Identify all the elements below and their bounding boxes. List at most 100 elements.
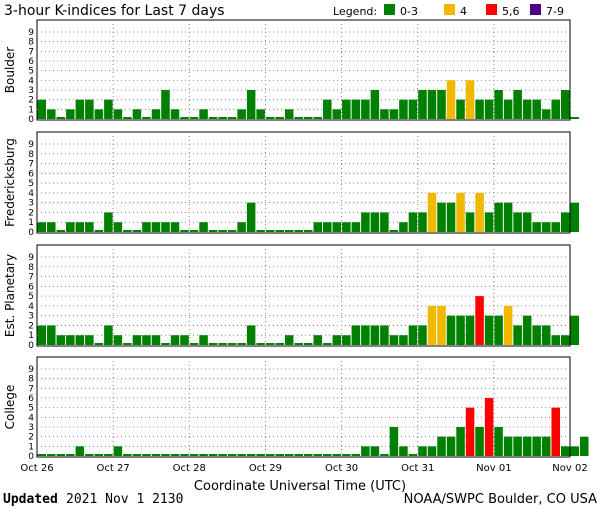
kindex-bar xyxy=(218,454,227,456)
y-tick-label: 2 xyxy=(28,433,34,443)
kindex-bar xyxy=(541,109,551,119)
kindex-bar xyxy=(66,109,75,119)
y-tick-label: 7 xyxy=(28,47,34,57)
kindex-bar xyxy=(208,117,218,119)
kindex-bar xyxy=(304,343,313,345)
kindex-bar xyxy=(418,325,427,345)
kindex-bar xyxy=(85,335,94,345)
kindex-bar xyxy=(446,202,456,232)
kindex-bar xyxy=(161,343,170,345)
kindex-bar xyxy=(399,335,408,345)
kindex-bar xyxy=(522,212,532,232)
kindex-bar xyxy=(570,202,580,232)
kindex-bar xyxy=(399,446,408,456)
kindex-bar xyxy=(275,454,284,456)
y-tick-label: 4 xyxy=(28,189,34,199)
kindex-bar xyxy=(294,230,303,232)
kindex-bar xyxy=(513,436,522,456)
kindex-bar xyxy=(208,230,218,232)
y-tick-label: 1 xyxy=(28,105,34,115)
kindex-bar xyxy=(418,90,427,119)
kindex-bar xyxy=(151,454,161,456)
kindex-bar xyxy=(313,222,323,232)
kindex-bar xyxy=(85,99,94,119)
kindex-bar xyxy=(161,222,170,232)
kindex-bar xyxy=(361,325,370,345)
kindex-bar xyxy=(113,222,123,232)
kindex-bar xyxy=(370,446,380,456)
kindex-bar xyxy=(151,109,161,119)
y-tick-label: 3 xyxy=(28,312,34,322)
kindex-bar xyxy=(570,446,580,456)
kindex-bar xyxy=(503,305,513,345)
legend-item-label: 0-3 xyxy=(400,5,418,18)
y-tick-label: 9 xyxy=(28,365,34,375)
kindex-bar xyxy=(456,427,465,456)
kindex-bar xyxy=(408,454,418,456)
kindex-bar xyxy=(113,446,123,456)
y-tick-label: 1 xyxy=(28,442,34,452)
panel-label: Boulder xyxy=(3,47,17,94)
y-tick-label: 3 xyxy=(28,86,34,96)
kindex-bar xyxy=(484,212,494,232)
kindex-bar xyxy=(332,109,342,119)
kindex-bar xyxy=(380,454,389,456)
y-tick-label: 3 xyxy=(28,199,34,209)
kindex-bar xyxy=(475,296,484,345)
kindex-bar xyxy=(132,230,142,232)
kindex-bar xyxy=(275,230,284,232)
kindex-bar xyxy=(113,335,123,345)
x-tick-label: Oct 31 xyxy=(401,463,434,474)
kindex-bar xyxy=(313,454,323,456)
x-tick-label: Nov 02 xyxy=(552,463,587,474)
kindex-bar xyxy=(170,109,180,119)
x-tick-label: Oct 29 xyxy=(249,463,282,474)
y-tick-label: 8 xyxy=(28,263,34,273)
y-tick-label: 2 xyxy=(28,321,34,331)
kindex-bar xyxy=(265,230,275,232)
legend-swatch xyxy=(486,4,497,15)
kindex-bar xyxy=(104,99,113,119)
kindex-bar xyxy=(180,230,189,232)
y-tick-label: 1 xyxy=(28,218,34,228)
kindex-bar xyxy=(532,436,541,456)
kindex-bar xyxy=(456,192,465,232)
kindex-bar xyxy=(475,192,484,232)
kindex-bar xyxy=(323,222,332,232)
kindex-bar xyxy=(246,90,256,119)
kindex-bar xyxy=(142,222,151,232)
kindex-bar xyxy=(427,90,437,119)
y-tick-label: 7 xyxy=(28,273,34,283)
kindex-bar xyxy=(551,407,560,456)
kindex-bar xyxy=(237,109,246,119)
kindex-bar xyxy=(85,222,94,232)
kindex-bar xyxy=(427,305,437,345)
legend-label: Legend: xyxy=(333,5,377,18)
kindex-bar xyxy=(170,222,180,232)
kindex-bar xyxy=(66,454,75,456)
kindex-bar xyxy=(389,427,399,456)
y-tick-label: 5 xyxy=(28,292,34,302)
kindex-bar xyxy=(380,212,389,232)
kindex-bar xyxy=(541,325,551,345)
kindex-bar xyxy=(475,99,484,119)
kindex-bar xyxy=(227,117,237,119)
kindex-bar xyxy=(180,335,189,345)
kindex-bar xyxy=(56,117,66,119)
kindex-bar xyxy=(332,222,342,232)
kindex-bar xyxy=(142,335,151,345)
kindex-bar xyxy=(551,99,560,119)
panels: 0123456789Boulder0123456789Fredericksbur… xyxy=(3,19,589,462)
kindex-bar xyxy=(570,117,580,119)
kindex-bar xyxy=(522,436,532,456)
kindex-bar xyxy=(151,222,161,232)
kindex-bar xyxy=(323,454,332,456)
kindex-bar xyxy=(503,436,513,456)
kindex-bar xyxy=(418,446,427,456)
kindex-bar xyxy=(494,90,503,119)
y-tick-label: 6 xyxy=(28,169,34,179)
kindex-bar xyxy=(380,325,389,345)
kindex-bar xyxy=(294,117,303,119)
legend-swatch xyxy=(444,4,455,15)
